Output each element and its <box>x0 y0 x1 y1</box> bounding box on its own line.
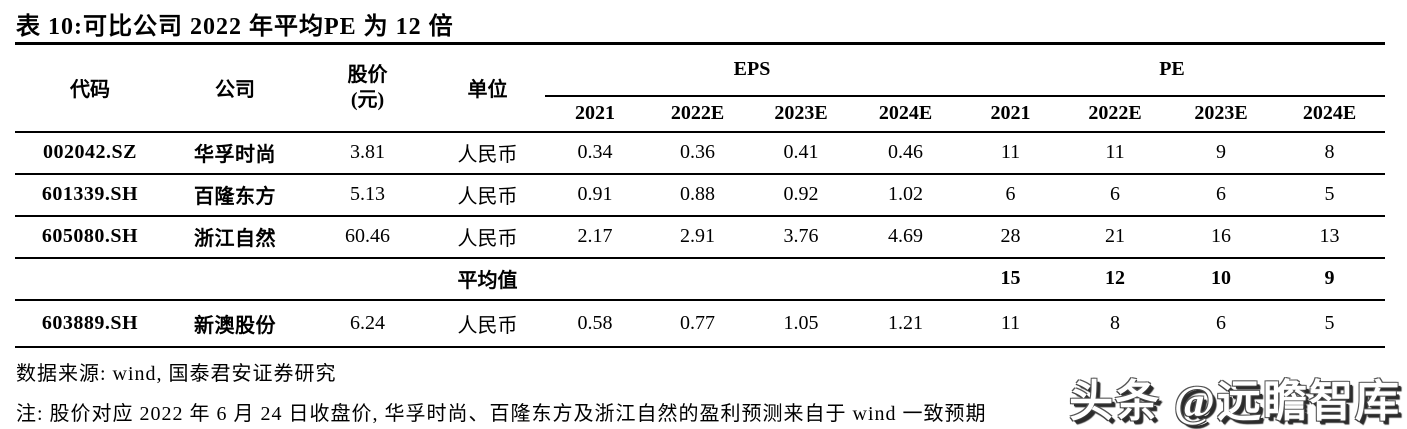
header-eps-2023e: 2023E <box>750 95 852 133</box>
cell-eps-2024e: 0.46 <box>852 131 959 175</box>
cell-pe-2024e: 5 <box>1274 173 1385 217</box>
cell-eps-2021: 0.91 <box>545 173 645 217</box>
header-price-line1: 股价 <box>347 63 388 86</box>
cell-eps-2023e: 0.41 <box>750 131 852 175</box>
cell-pe-2023e: 6 <box>1168 299 1274 348</box>
header-company: 公司 <box>165 43 305 133</box>
cell-unit: 人民币 <box>430 131 545 175</box>
cell-empty <box>750 257 852 301</box>
cell-eps-2021: 2.17 <box>545 215 645 259</box>
header-pe-2022e: 2022E <box>1062 95 1168 133</box>
header-eps-2021: 2021 <box>545 95 645 133</box>
cell-company: 新澳股份 <box>165 299 305 348</box>
cell-pe-2022e: 11 <box>1062 131 1168 175</box>
cell-pe-2024e: 13 <box>1274 215 1385 259</box>
cell-empty <box>15 257 165 301</box>
table-row: 002042.SZ 华孚时尚 3.81 人民币 0.34 0.36 0.41 0… <box>15 131 1385 175</box>
cell-avg-pe-2023e: 10 <box>1168 257 1274 301</box>
cell-pe-2021: 11 <box>959 299 1062 348</box>
cell-price: 6.24 <box>305 299 430 348</box>
cell-code: 002042.SZ <box>15 131 165 175</box>
cell-empty <box>305 257 430 301</box>
cell-eps-2023e: 0.92 <box>750 173 852 217</box>
header-pe-2023e: 2023E <box>1168 95 1274 133</box>
average-row: 平均值 15 12 10 9 <box>15 257 1385 301</box>
cell-code: 603889.SH <box>15 299 165 348</box>
cell-unit: 人民币 <box>430 173 545 217</box>
header-years-row: 2021 2022E 2023E 2024E 2021 2022E 2023E … <box>15 95 1385 133</box>
cell-pe-2021: 28 <box>959 215 1062 259</box>
table-row: 601339.SH 百隆东方 5.13 人民币 0.91 0.88 0.92 1… <box>15 173 1385 217</box>
cell-pe-2023e: 6 <box>1168 173 1274 217</box>
cell-empty <box>545 257 645 301</box>
cell-avg-pe-2024e: 9 <box>1274 257 1385 301</box>
cell-eps-2023e: 3.76 <box>750 215 852 259</box>
comparable-companies-table: 代码 公司 股价 (元) 单位 EPS PE 2021 2022E 2023E … <box>15 42 1385 348</box>
cell-eps-2022e: 0.36 <box>645 131 750 175</box>
cell-eps-2024e: 1.02 <box>852 173 959 217</box>
cell-avg-pe-2022e: 12 <box>1062 257 1168 301</box>
cell-eps-2024e: 1.21 <box>852 299 959 348</box>
cell-unit: 人民币 <box>430 299 545 348</box>
cell-pe-2023e: 9 <box>1168 131 1274 175</box>
cell-empty <box>165 257 305 301</box>
cell-empty <box>645 257 750 301</box>
cell-eps-2022e: 0.77 <box>645 299 750 348</box>
header-pe-2024e: 2024E <box>1274 95 1385 133</box>
header-pe-group: PE <box>959 43 1385 97</box>
watermark-logo: 头条 @远瞻智库 <box>1069 377 1401 426</box>
cell-pe-2022e: 6 <box>1062 173 1168 217</box>
cell-price: 60.46 <box>305 215 430 259</box>
header-eps-group: EPS <box>545 43 959 97</box>
data-source-text: 数据来源: wind, 国泰君安证券研究 <box>16 362 337 385</box>
cell-pe-2022e: 8 <box>1062 299 1168 348</box>
cell-price: 5.13 <box>305 173 430 217</box>
cell-eps-2021: 0.34 <box>545 131 645 175</box>
table-row: 605080.SH 浙江自然 60.46 人民币 2.17 2.91 3.76 … <box>15 215 1385 259</box>
cell-company: 华孚时尚 <box>165 131 305 175</box>
cell-pe-2021: 6 <box>959 173 1062 217</box>
cell-pe-2021: 11 <box>959 131 1062 175</box>
table-row: 603889.SH 新澳股份 6.24 人民币 0.58 0.77 1.05 1… <box>15 299 1385 348</box>
header-code: 代码 <box>15 43 165 133</box>
cell-pe-2024e: 8 <box>1274 131 1385 175</box>
cell-price: 3.81 <box>305 131 430 175</box>
cell-pe-2024e: 5 <box>1274 299 1385 348</box>
average-label: 平均值 <box>430 257 545 301</box>
cell-pe-2022e: 21 <box>1062 215 1168 259</box>
cell-empty <box>852 257 959 301</box>
cell-company: 浙江自然 <box>165 215 305 259</box>
header-pe-2021: 2021 <box>959 95 1062 133</box>
header-group-row: 代码 公司 股价 (元) 单位 EPS PE <box>15 43 1385 133</box>
cell-pe-2023e: 16 <box>1168 215 1274 259</box>
header-price: 股价 (元) <box>305 43 430 133</box>
header-unit: 单位 <box>430 43 545 133</box>
cell-company: 百隆东方 <box>165 173 305 217</box>
cell-eps-2023e: 1.05 <box>750 299 852 348</box>
table-title: 表 10:可比公司 2022 年平均PE 为 12 倍 <box>16 14 454 40</box>
header-eps-2022e: 2022E <box>645 95 750 133</box>
cell-unit: 人民币 <box>430 215 545 259</box>
cell-eps-2022e: 0.88 <box>645 173 750 217</box>
cell-eps-2024e: 4.69 <box>852 215 959 259</box>
header-eps-2024e: 2024E <box>852 95 959 133</box>
cell-code: 601339.SH <box>15 173 165 217</box>
cell-eps-2021: 0.58 <box>545 299 645 348</box>
cell-code: 605080.SH <box>15 215 165 259</box>
cell-eps-2022e: 2.91 <box>645 215 750 259</box>
header-price-line2: (元) <box>350 88 385 111</box>
footnote-text: 注: 股价对应 2022 年 6 月 24 日收盘价, 华孚时尚、百隆东方及浙江… <box>16 402 987 425</box>
cell-avg-pe-2021: 15 <box>959 257 1062 301</box>
